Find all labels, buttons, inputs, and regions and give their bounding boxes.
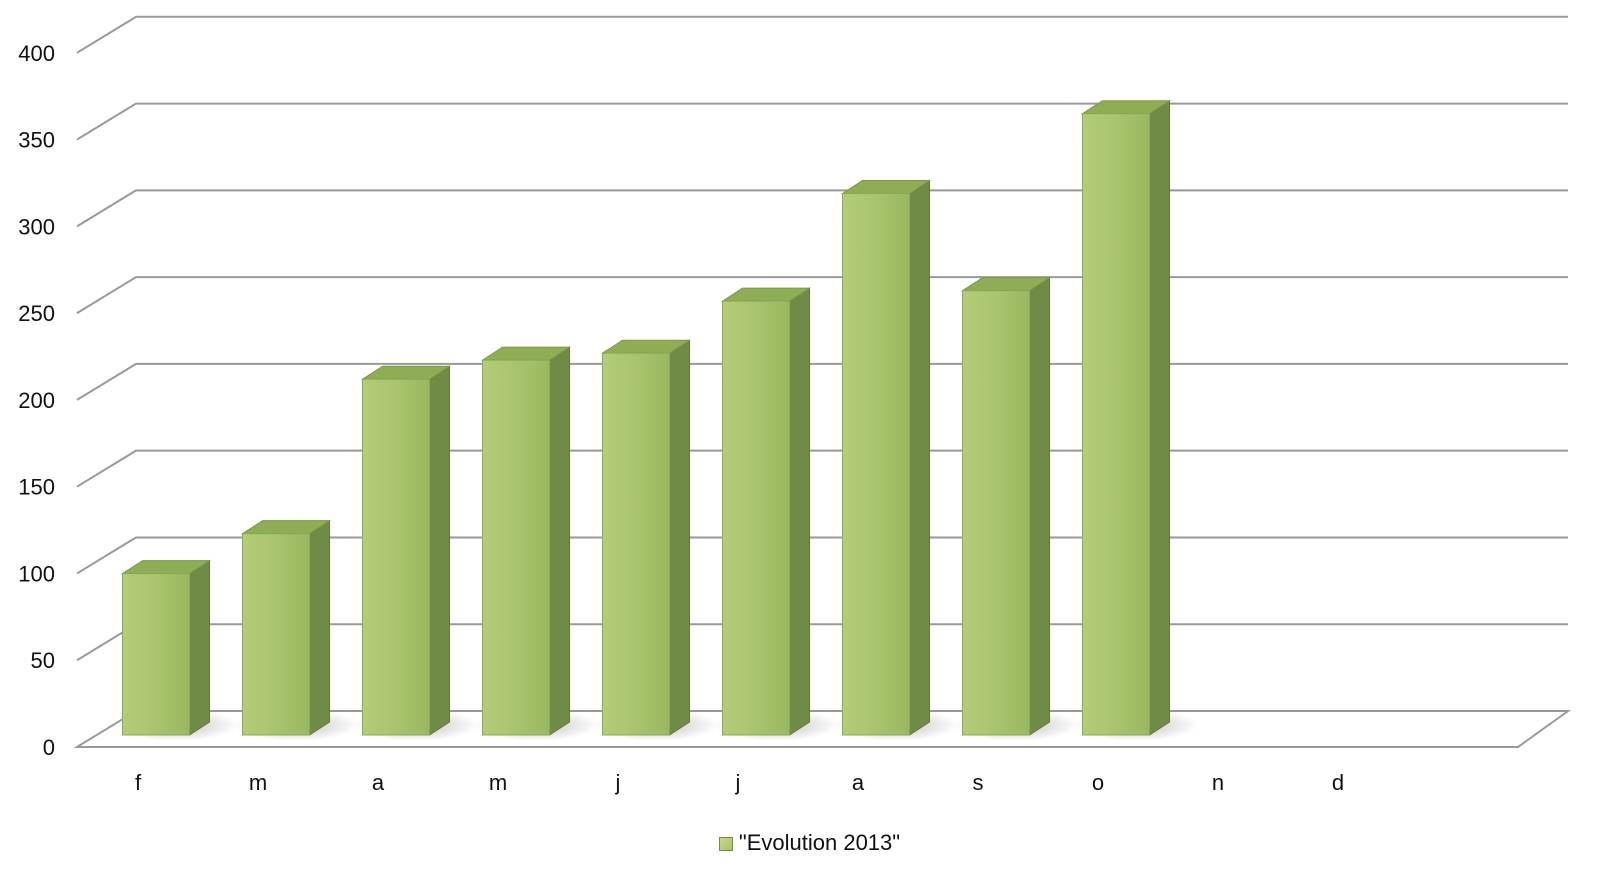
x-tick-label: s	[973, 770, 984, 795]
bars	[114, 99, 1198, 741]
gridline	[76, 102, 1568, 141]
bar	[240, 519, 332, 736]
legend-swatch	[718, 837, 733, 851]
bar	[600, 339, 692, 736]
gridline	[76, 449, 1568, 488]
gridline	[76, 276, 1568, 314]
x-tick-label: o	[1092, 770, 1104, 795]
bar	[1080, 99, 1172, 736]
x-tick-label: j	[735, 770, 741, 795]
bar	[960, 276, 1052, 736]
x-tick-label: f	[135, 770, 142, 795]
y-tick-label: 50	[31, 648, 55, 673]
y-tick-label: 300	[18, 214, 55, 239]
y-tick-label: 0	[43, 735, 55, 760]
gridline	[76, 15, 1568, 54]
x-tick-label: a	[372, 770, 385, 795]
x-tick-label: m	[489, 770, 507, 795]
bar	[840, 179, 932, 736]
y-tick-label: 100	[18, 561, 55, 586]
y-tick-label: 400	[18, 41, 55, 66]
legend: "Evolution 2013"	[0, 830, 1619, 856]
gridline	[76, 189, 1568, 228]
bar	[360, 365, 452, 736]
x-tick-label: j	[615, 770, 621, 795]
y-tick-label: 350	[18, 128, 55, 153]
x-tick-label: m	[249, 770, 267, 795]
x-tick-label: a	[852, 770, 865, 795]
x-tick-label: d	[1332, 770, 1344, 795]
bar	[480, 346, 572, 736]
bar	[120, 559, 212, 736]
legend-label: "Evolution 2013"	[738, 830, 901, 855]
y-tick-label: 250	[18, 301, 55, 326]
y-axis-ticks: 0 50 100 150 200 250 300 350 400	[18, 41, 55, 760]
bar	[720, 287, 812, 736]
y-tick-label: 200	[18, 388, 55, 413]
y-tick-label: 150	[18, 475, 55, 500]
gridline	[76, 362, 1568, 401]
x-tick-label: n	[1212, 770, 1224, 795]
